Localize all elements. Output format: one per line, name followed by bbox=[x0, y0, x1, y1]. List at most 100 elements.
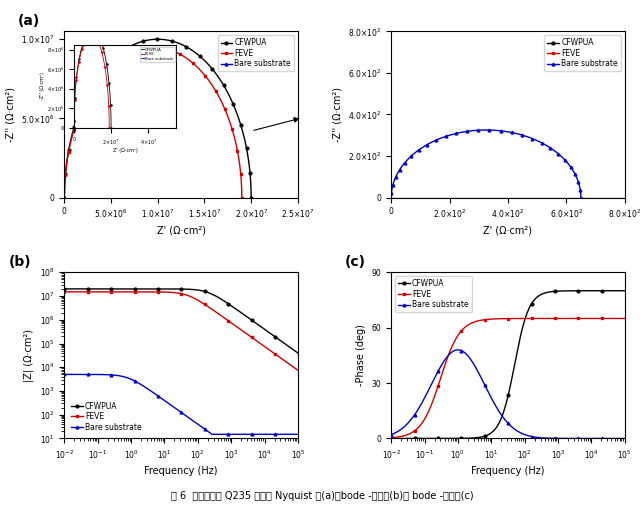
CFWPUA bbox=[92, 76, 100, 82]
FEVE bbox=[498, 315, 506, 322]
Text: (c): (c) bbox=[345, 255, 366, 269]
X-axis label: Frequency (Hz): Frequency (Hz) bbox=[144, 466, 218, 476]
CFWPUA bbox=[289, 346, 296, 352]
Y-axis label: -Z'' (Ω·cm²): -Z'' (Ω·cm²) bbox=[6, 87, 15, 142]
CFWPUA bbox=[526, 303, 534, 309]
CFWPUA bbox=[241, 136, 249, 142]
FEVE bbox=[61, 289, 68, 295]
Legend: CFWPUA, FEVE, Bare substrate: CFWPUA, FEVE, Bare substrate bbox=[68, 398, 145, 435]
Line: Bare substrate: Bare substrate bbox=[63, 373, 299, 436]
FEVE bbox=[289, 363, 296, 370]
Line: FEVE: FEVE bbox=[63, 290, 299, 372]
CFWPUA bbox=[202, 59, 210, 65]
Bare substrate bbox=[61, 194, 68, 200]
Bare substrate bbox=[527, 433, 535, 440]
CFWPUA bbox=[171, 286, 179, 292]
Bare substrate bbox=[61, 194, 68, 200]
CFWPUA bbox=[117, 50, 124, 56]
Bare substrate bbox=[61, 194, 68, 200]
FEVE bbox=[173, 290, 180, 296]
X-axis label: Z' (Ω·cm²): Z' (Ω·cm²) bbox=[156, 225, 205, 235]
Bare substrate bbox=[294, 431, 301, 437]
FEVE bbox=[200, 300, 207, 306]
Line: CFWPUA: CFWPUA bbox=[63, 288, 299, 354]
Line: FEVE: FEVE bbox=[63, 46, 243, 199]
Bare substrate bbox=[616, 435, 623, 442]
Y-axis label: -Phase (deg): -Phase (deg) bbox=[356, 325, 366, 386]
Line: CFWPUA: CFWPUA bbox=[390, 289, 626, 440]
CFWPUA bbox=[252, 320, 260, 326]
FEVE bbox=[149, 44, 157, 50]
CFWPUA bbox=[579, 288, 587, 294]
Bare substrate bbox=[289, 431, 297, 437]
FEVE bbox=[232, 139, 240, 145]
Text: 图 6  两种涂层与 Q235 钉板的 Nyquist 图(a)、bode -阻抗图(b)和 bode -相角图(c): 图 6 两种涂层与 Q235 钉板的 Nyquist 图(a)、bode -阻抗… bbox=[171, 491, 473, 501]
Bare substrate bbox=[500, 416, 508, 422]
FEVE bbox=[514, 315, 522, 322]
CFWPUA bbox=[294, 350, 301, 356]
Line: CFWPUA: CFWPUA bbox=[63, 38, 252, 199]
FEVE bbox=[526, 315, 534, 322]
Bare substrate bbox=[621, 435, 629, 442]
CFWPUA bbox=[200, 288, 207, 294]
CFWPUA bbox=[173, 286, 180, 292]
X-axis label: Frequency (Hz): Frequency (Hz) bbox=[471, 466, 545, 476]
CFWPUA bbox=[61, 286, 68, 292]
FEVE bbox=[294, 367, 301, 373]
CFWPUA bbox=[187, 286, 194, 292]
FEVE bbox=[113, 57, 121, 63]
FEVE bbox=[171, 290, 179, 296]
CFWPUA bbox=[498, 413, 506, 419]
Bare substrate bbox=[579, 435, 587, 442]
Bare substrate bbox=[61, 194, 68, 200]
FEVE bbox=[387, 435, 395, 441]
Bare substrate bbox=[61, 194, 68, 200]
FEVE bbox=[91, 81, 99, 88]
FEVE bbox=[195, 66, 203, 72]
FEVE bbox=[621, 315, 629, 322]
Bare substrate bbox=[454, 347, 462, 353]
FEVE bbox=[252, 337, 260, 343]
X-axis label: Z' (Ω·cm²): Z' (Ω·cm²) bbox=[484, 225, 533, 235]
Y-axis label: |Z| (Ω·cm²): |Z| (Ω·cm²) bbox=[24, 329, 34, 382]
Bare substrate bbox=[209, 431, 216, 437]
Bare substrate bbox=[514, 429, 522, 435]
Bare substrate bbox=[61, 194, 68, 200]
Legend: CFWPUA, FEVE, Bare substrate: CFWPUA, FEVE, Bare substrate bbox=[544, 35, 621, 72]
CFWPUA bbox=[514, 347, 522, 353]
Bare substrate bbox=[387, 432, 395, 438]
FEVE bbox=[178, 52, 185, 58]
Text: (a): (a) bbox=[18, 14, 40, 28]
FEVE bbox=[500, 315, 507, 322]
Bare substrate bbox=[252, 431, 260, 437]
CFWPUA bbox=[93, 74, 101, 80]
CFWPUA bbox=[155, 36, 162, 42]
FEVE bbox=[92, 80, 100, 86]
CFWPUA bbox=[61, 194, 68, 200]
Line: FEVE: FEVE bbox=[390, 317, 626, 439]
Bare substrate bbox=[171, 405, 179, 411]
CFWPUA bbox=[247, 194, 255, 200]
Line: Bare substrate: Bare substrate bbox=[390, 349, 626, 440]
CFWPUA bbox=[184, 44, 192, 51]
FEVE bbox=[579, 315, 587, 322]
Line: Bare substrate: Bare substrate bbox=[63, 196, 66, 199]
Bare substrate bbox=[61, 194, 68, 200]
Bare substrate bbox=[61, 194, 68, 200]
Y-axis label: -Z'' (Ω·cm²): -Z'' (Ω·cm²) bbox=[333, 87, 343, 142]
FEVE bbox=[615, 315, 623, 322]
Legend: CFWPUA, FEVE, Bare substrate: CFWPUA, FEVE, Bare substrate bbox=[395, 276, 471, 312]
CFWPUA bbox=[621, 288, 629, 294]
FEVE bbox=[61, 194, 68, 200]
Bare substrate bbox=[61, 371, 68, 377]
CFWPUA bbox=[387, 435, 395, 442]
Legend: CFWPUA, FEVE, Bare substrate: CFWPUA, FEVE, Bare substrate bbox=[218, 35, 294, 72]
FEVE bbox=[187, 293, 194, 300]
Bare substrate bbox=[61, 194, 68, 200]
CFWPUA bbox=[615, 288, 623, 294]
Bare substrate bbox=[498, 413, 506, 420]
Text: (b): (b) bbox=[8, 255, 31, 269]
FEVE bbox=[238, 194, 246, 200]
Bare substrate bbox=[187, 416, 194, 422]
CFWPUA bbox=[500, 409, 507, 416]
